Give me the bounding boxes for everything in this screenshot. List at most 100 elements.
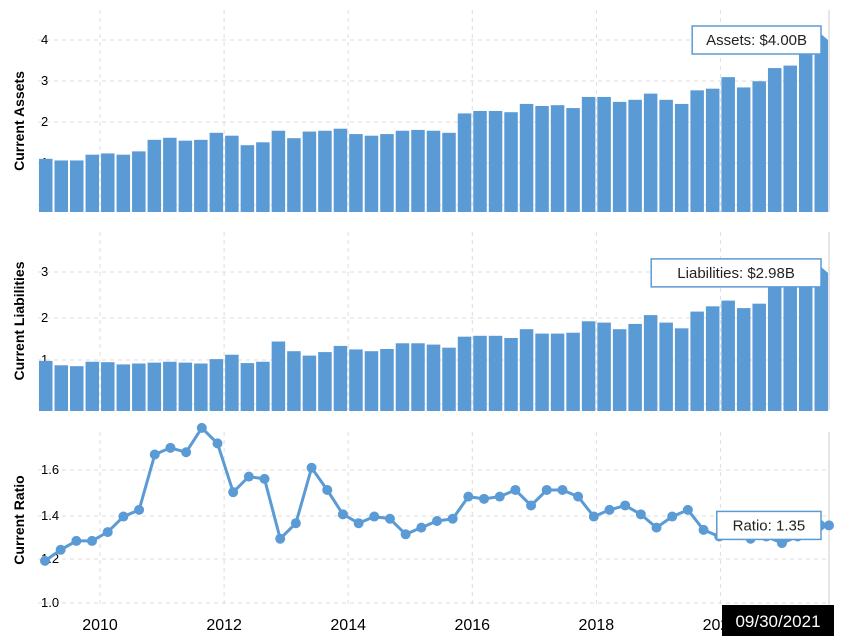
bar[interactable]: [54, 160, 69, 212]
bar[interactable]: [690, 311, 704, 411]
bar[interactable]: [194, 363, 208, 411]
bar[interactable]: [736, 308, 751, 411]
bar[interactable]: [581, 321, 596, 411]
ratio-point[interactable]: [353, 518, 364, 529]
ratio-point[interactable]: [275, 533, 286, 544]
bar[interactable]: [457, 113, 472, 212]
ratio-point[interactable]: [416, 522, 427, 533]
ratio-point[interactable]: [369, 511, 380, 522]
ratio-point[interactable]: [824, 520, 834, 531]
ratio-point[interactable]: [510, 484, 521, 495]
bar[interactable]: [597, 322, 611, 411]
ratio-point[interactable]: [400, 529, 411, 540]
bar[interactable]: [473, 335, 487, 411]
bar[interactable]: [752, 303, 766, 411]
ratio-point[interactable]: [526, 500, 537, 511]
ratio-point[interactable]: [259, 473, 270, 484]
bar[interactable]: [705, 306, 720, 411]
bar[interactable]: [643, 315, 658, 411]
ratio-point[interactable]: [102, 527, 113, 538]
bar[interactable]: [225, 135, 239, 212]
bar[interactable]: [783, 280, 797, 411]
bar[interactable]: [705, 88, 720, 212]
bar[interactable]: [271, 341, 286, 411]
bar[interactable]: [240, 145, 255, 212]
ratio-point[interactable]: [228, 487, 239, 498]
bar[interactable]: [101, 153, 115, 212]
ratio-point[interactable]: [588, 511, 599, 522]
bar[interactable]: [798, 49, 813, 213]
bar[interactable]: [814, 272, 828, 411]
bar[interactable]: [814, 40, 828, 212]
ratio-point[interactable]: [212, 438, 223, 449]
bar[interactable]: [783, 65, 797, 212]
ratio-point[interactable]: [479, 493, 490, 504]
ratio-point[interactable]: [165, 442, 176, 453]
ratio-point[interactable]: [243, 471, 254, 482]
ratio-point[interactable]: [651, 522, 662, 533]
bar[interactable]: [395, 130, 410, 212]
bar[interactable]: [287, 351, 301, 411]
bar[interactable]: [628, 323, 642, 411]
ratio-point[interactable]: [87, 535, 98, 546]
ratio-point[interactable]: [604, 504, 615, 515]
bar[interactable]: [411, 343, 425, 411]
bar[interactable]: [349, 134, 363, 212]
ratio-point[interactable]: [432, 515, 442, 526]
bar[interactable]: [333, 345, 348, 411]
bar[interactable]: [194, 139, 208, 212]
bar[interactable]: [163, 137, 177, 212]
bar[interactable]: [163, 361, 177, 411]
bar[interactable]: [318, 352, 332, 411]
bar[interactable]: [302, 131, 317, 212]
ratio-point[interactable]: [40, 555, 50, 566]
ratio-point[interactable]: [181, 447, 192, 458]
bar[interactable]: [209, 132, 224, 212]
bar[interactable]: [116, 154, 131, 212]
bar[interactable]: [457, 336, 472, 411]
bar[interactable]: [504, 338, 518, 411]
date-badge[interactable]: 09/30/2021: [722, 605, 834, 636]
bar[interactable]: [178, 140, 193, 212]
bar[interactable]: [674, 103, 689, 212]
bar[interactable]: [364, 351, 379, 411]
bar[interactable]: [240, 363, 255, 411]
ratio-point[interactable]: [71, 535, 82, 546]
ratio-point[interactable]: [463, 491, 474, 502]
bar[interactable]: [54, 365, 69, 411]
bar[interactable]: [442, 132, 456, 212]
bar[interactable]: [85, 361, 100, 411]
ratio-point[interactable]: [557, 484, 568, 495]
bar[interactable]: [798, 276, 813, 411]
ratio-point[interactable]: [118, 511, 129, 522]
bar[interactable]: [643, 93, 658, 212]
bar[interactable]: [271, 130, 286, 212]
bar[interactable]: [581, 96, 596, 212]
ratio-point[interactable]: [337, 509, 348, 520]
bar[interactable]: [597, 96, 611, 212]
bar[interactable]: [550, 105, 565, 212]
bar[interactable]: [659, 99, 673, 212]
ratio-point[interactable]: [290, 518, 301, 529]
bar[interactable]: [364, 135, 379, 212]
ratio-point[interactable]: [55, 544, 66, 555]
ratio-point[interactable]: [322, 484, 333, 495]
ratio-point[interactable]: [134, 504, 145, 515]
ratio-point[interactable]: [196, 422, 207, 433]
bar[interactable]: [380, 349, 394, 411]
ratio-point[interactable]: [776, 538, 787, 549]
bar[interactable]: [411, 129, 425, 212]
bar[interactable]: [721, 77, 735, 212]
bar[interactable]: [70, 160, 84, 212]
bar[interactable]: [736, 87, 751, 212]
bar[interactable]: [39, 360, 53, 411]
bar[interactable]: [488, 110, 503, 212]
bar[interactable]: [380, 134, 394, 212]
ratio-point[interactable]: [682, 504, 693, 515]
bar[interactable]: [612, 101, 627, 212]
ratio-point[interactable]: [447, 513, 458, 524]
ratio-point[interactable]: [541, 484, 552, 495]
bar[interactable]: [504, 112, 518, 212]
bar[interactable]: [752, 81, 766, 212]
ratio-point[interactable]: [573, 491, 584, 502]
